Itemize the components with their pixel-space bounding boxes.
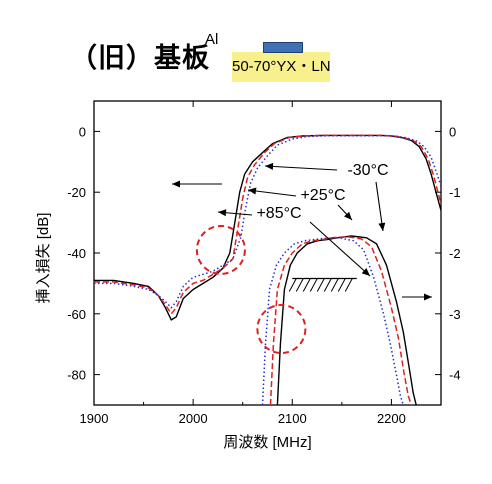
series-line-wide-85C <box>94 134 441 309</box>
x-axis-title: 周波数 [MHz] <box>223 434 311 451</box>
annotation-plus25: +25°C <box>300 187 345 204</box>
y-right-tick-label: -4 <box>449 368 461 383</box>
y-axis-title: 挿入損失 [dB] <box>35 213 52 304</box>
arrow-minus30-wide-head <box>265 162 274 170</box>
series-line-zoom-30C <box>276 235 417 405</box>
plot-frame <box>93 100 442 406</box>
spec-hatch <box>309 278 318 292</box>
left-axis-arrow-head <box>172 180 180 188</box>
spec-hatch <box>330 278 339 292</box>
annotation-minus30: -30°C <box>347 162 388 179</box>
spec-hatch <box>316 278 325 292</box>
arrow-plus25-wide-head <box>248 187 257 195</box>
y-right-tick-label: 0 <box>449 124 456 139</box>
y-left-tick-label: -60 <box>67 307 86 322</box>
y-left-tick-label: -80 <box>67 368 86 383</box>
arrow-plus25-wide <box>247 189 297 197</box>
arrow-minus30-wide <box>264 165 338 171</box>
series-line-wide-25C <box>94 134 441 315</box>
arrow-plus85-wide-head <box>218 209 227 217</box>
y-left-tick-label: -40 <box>67 246 86 261</box>
substrate-label: 50-70°YX・LN <box>232 58 331 75</box>
spec-hatch <box>288 278 297 292</box>
x-tick-label: 2000 <box>179 411 208 426</box>
arrow-plus25-zoom-head <box>344 211 352 220</box>
right-axis-arrow-head <box>424 293 432 301</box>
series-line-wide-30C <box>94 134 441 321</box>
highlight-circle-upper <box>195 224 246 275</box>
arrow-plus85-zoom <box>309 221 371 277</box>
series-line-zoom-85C <box>261 237 405 405</box>
arrow-plus85-zoom-head <box>361 268 370 276</box>
spec-hatch <box>344 278 353 292</box>
spec-hatch <box>337 278 346 292</box>
y-right-tick-label: -3 <box>449 307 461 322</box>
page-title: （旧）基板 <box>70 43 210 74</box>
x-tick-label: 2100 <box>278 411 307 426</box>
electrode-block <box>263 42 303 53</box>
spec-hatch <box>295 278 304 292</box>
spec-hatch <box>323 278 332 292</box>
series-line-zoom-25C <box>269 235 413 405</box>
y-left-tick-label: 0 <box>79 124 86 139</box>
substrate-block <box>232 52 330 82</box>
y-right-tick-label: -1 <box>449 185 461 200</box>
spec-hatch <box>302 278 311 292</box>
electrode-label: Al <box>205 31 219 48</box>
arrow-minus30-zoom <box>375 181 384 232</box>
y-right-tick-label: -2 <box>449 246 461 261</box>
annotation-plus85: +85°C <box>256 205 301 222</box>
y-left-tick-label: -20 <box>67 185 86 200</box>
x-tick-label: 2200 <box>377 411 406 426</box>
arrow-minus30-zoom-head <box>378 222 386 231</box>
x-tick-label: 1900 <box>80 411 109 426</box>
highlight-circle-lower <box>256 304 307 354</box>
